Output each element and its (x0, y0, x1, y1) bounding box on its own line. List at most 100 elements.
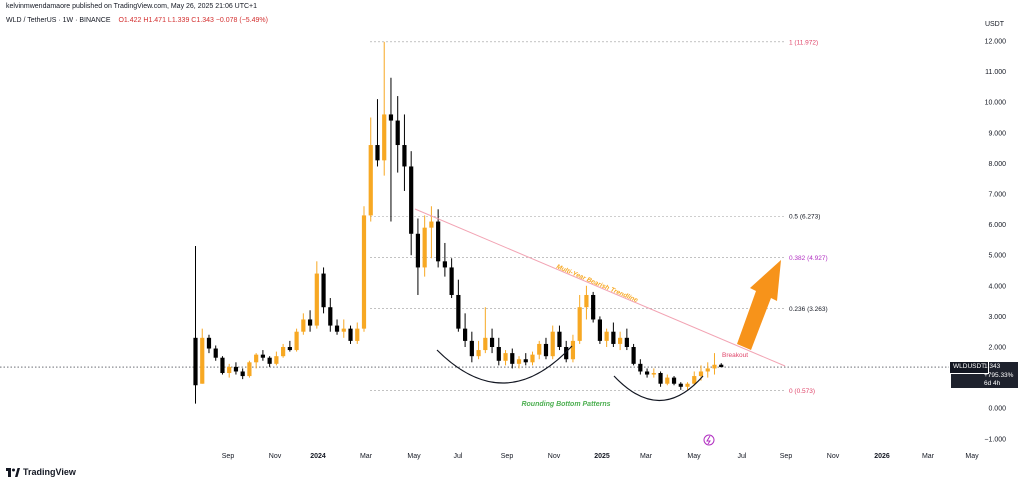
candle-body (618, 337, 623, 344)
event-marker-icon (703, 434, 715, 446)
candle-body (712, 364, 717, 369)
breakout-label: Breakout (722, 352, 748, 359)
time-tick-label: 2025 (594, 453, 610, 460)
lightning-icon (706, 435, 711, 445)
candle-body (227, 366, 232, 374)
time-tick-label: Mar (360, 453, 373, 460)
candle-body (678, 383, 683, 387)
candle-body (321, 273, 326, 308)
fib-level-label: 1 (11.972) (789, 39, 818, 46)
symbol-ohlc-line: WLD / TetherUS · 1W · BINANCE O1.422 H1.… (6, 17, 268, 24)
tradingview-logo-icon (6, 467, 20, 477)
candle-body (489, 337, 495, 347)
price-tick-label: 9.000 (988, 130, 1006, 137)
candle-body (436, 221, 441, 262)
fibonacci-levels: 1 (11.972) 0.5 (6.273) 0.382 (4.927) 0.236 … (370, 39, 828, 395)
candle-body (361, 215, 367, 329)
candle-body (287, 347, 292, 351)
candle-body (624, 337, 629, 347)
time-tick-label: Jul (454, 453, 463, 460)
candle-body (375, 145, 380, 161)
candle-body (611, 331, 616, 344)
candle-body (523, 359, 528, 363)
price-tick-label: 2.000 (988, 345, 1006, 352)
candle-body (449, 267, 454, 295)
candle-body (550, 331, 555, 357)
candle-body (665, 377, 670, 384)
price-tick-label: 0.000 (988, 406, 1006, 413)
candle-body (429, 221, 434, 228)
fib-level-label: 0.382 (4.927) (789, 255, 828, 262)
candle-body (483, 337, 488, 351)
candle-body (719, 364, 724, 368)
time-tick-label: May (407, 453, 421, 460)
candle-body (537, 343, 542, 355)
candle-body (463, 328, 468, 341)
time-axis[interactable]: Sep Nov 2024 Mar May Jul Sep Nov 2025 Mar May Jul Se… (222, 453, 979, 460)
time-tick-label: May (965, 453, 979, 460)
time-tick-label: May (687, 453, 701, 460)
candle-body (281, 347, 286, 357)
time-tick-label: Mar (640, 453, 653, 460)
price-tick-label: −1.000 (984, 436, 1006, 443)
ohlc-high: H1.471 (143, 17, 166, 24)
candle-body (348, 328, 353, 341)
candle-body (644, 371, 650, 375)
candle-body (658, 373, 663, 384)
candle-body (503, 353, 508, 361)
candle-body (570, 340, 576, 360)
candle-body (409, 166, 414, 234)
time-tick-label: Sep (222, 453, 235, 460)
candle-body (200, 337, 205, 384)
candle-body (671, 377, 677, 384)
candle-body (557, 331, 562, 347)
candle-body (510, 353, 515, 364)
candle-body (233, 366, 239, 372)
candle-body (334, 325, 340, 332)
candle-body (220, 357, 225, 374)
price-tag-countdown: 6d 4h (984, 380, 1001, 387)
time-tick-label: Jul (738, 453, 747, 460)
publisher-line: kelvinmwendamaore published on TradingVi… (6, 3, 258, 10)
breakout-arrow-icon (737, 260, 781, 350)
candle-body (591, 294, 596, 320)
candle-body (341, 328, 346, 332)
candle-body (274, 356, 279, 364)
price-tick-label: 4.000 (988, 283, 1006, 290)
candle-body (267, 357, 272, 364)
candle-body (294, 331, 299, 351)
tradingview-logo[interactable]: TradingView (6, 467, 76, 477)
ohlc-change: −0.078 (−5.49%) (215, 17, 268, 24)
price-tick-label: 11.000 (985, 69, 1006, 76)
candle-body (260, 354, 265, 358)
candle-body (415, 233, 421, 268)
candle-body (395, 120, 400, 146)
candle-body (577, 307, 582, 341)
fib-level-label: 0.236 (3.263) (789, 306, 828, 313)
candle-body (604, 331, 609, 341)
candle-body (213, 348, 218, 358)
candle-body (638, 363, 643, 372)
price-tick-label: 3.000 (988, 314, 1006, 321)
tradingview-brand: TradingView (23, 467, 76, 477)
fib-level-label: 0 (0.573) (789, 388, 815, 395)
candle-body (355, 328, 360, 341)
candle-body (388, 114, 394, 121)
candle-body (328, 307, 333, 326)
price-axis[interactable]: −1.0000.0001.0002.0003.0004.0005.0006.00… (984, 39, 1006, 444)
candle-body (698, 371, 704, 377)
time-tick-label: Sep (780, 453, 793, 460)
rounding-bottom-curve-1 (436, 345, 573, 384)
price-tick-label: 12.000 (985, 39, 1007, 46)
price-tag-price: 1.343 (984, 363, 1001, 370)
candle-body (651, 373, 656, 375)
symbol-title[interactable]: WLD / TetherUS · 1W · BINANCE (6, 17, 111, 24)
candle-body (705, 368, 710, 372)
time-tick-label: Sep (501, 453, 514, 460)
last-price-tag: WLDUSDT 1.343 +795.33% 6d 4h (949, 361, 1018, 388)
price-tick-label: 6.000 (988, 222, 1006, 229)
candle-body (564, 347, 569, 360)
candle-body (206, 337, 212, 349)
candle-body (543, 343, 549, 357)
